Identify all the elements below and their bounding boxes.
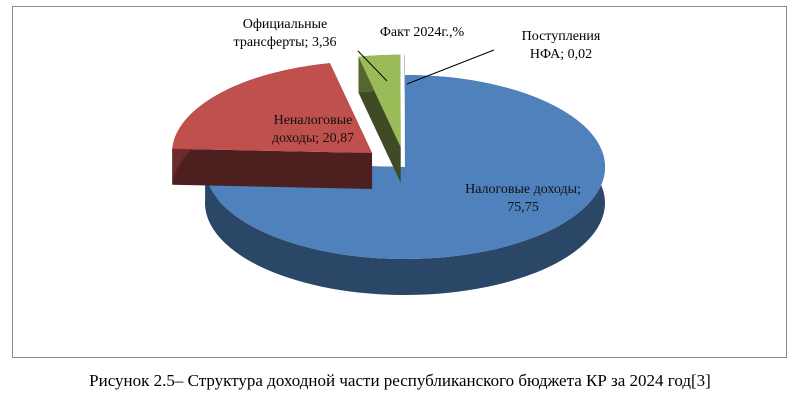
pie-labels: Налоговые доходы; 75,75 Неналоговые доходы;…: [234, 17, 601, 215]
slice-неналоговые-доходы: [172, 63, 373, 154]
data-label-nfa-receipts: Поступления НФА; 0,02: [522, 29, 601, 62]
data-label-official-transfers: Официальные трансферты; 3,36: [234, 17, 337, 50]
slice-wall-неналоговые-доходы: [172, 148, 373, 190]
pie-slices: [172, 54, 605, 296]
chart-frame: Налоговые доходы; 75,75 Неналоговые доходы;…: [12, 6, 787, 358]
slice-налоговые-доходы: [205, 75, 605, 259]
leader-line-transfers: [357, 50, 388, 82]
slice-официальные-трансферты: [358, 54, 401, 147]
chart-title: Факт 2024г.,%: [380, 25, 465, 40]
figure-caption: Рисунок 2.5– Структура доходной части ре…: [89, 371, 711, 390]
pie-chart: Налоговые доходы; 75,75 Неналоговые доходы;…: [172, 17, 605, 296]
leader-line-nfa: [406, 49, 495, 85]
data-label-non-tax-income: Неналоговые доходы; 20,87: [272, 113, 354, 146]
data-label-tax-income: Налоговые доходы; 75,75: [465, 182, 581, 215]
